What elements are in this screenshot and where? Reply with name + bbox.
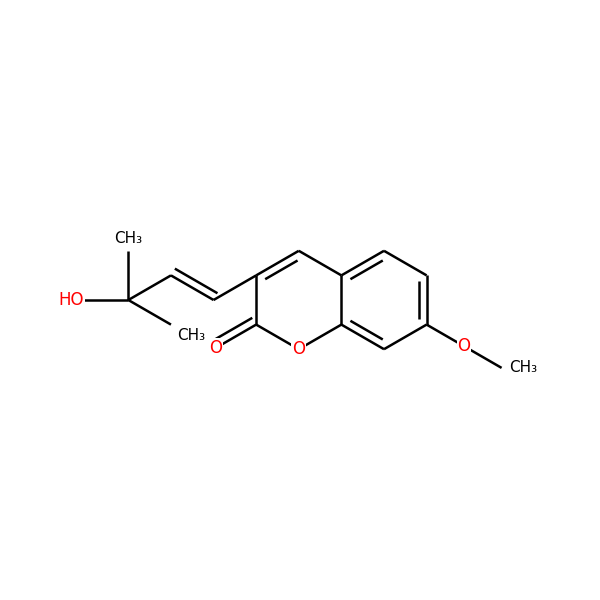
Text: CH₃: CH₃ xyxy=(114,231,142,246)
Text: CH₃: CH₃ xyxy=(509,361,537,376)
Text: O: O xyxy=(292,340,305,358)
Text: CH₃: CH₃ xyxy=(177,328,205,343)
Text: O: O xyxy=(458,337,470,355)
Text: O: O xyxy=(209,339,222,357)
Text: HO: HO xyxy=(59,291,84,309)
